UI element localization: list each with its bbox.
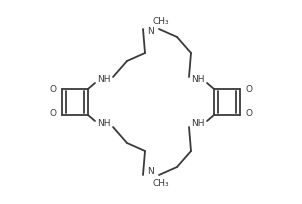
Text: O: O	[246, 110, 252, 119]
Text: O: O	[50, 85, 56, 94]
Text: NH: NH	[191, 120, 205, 129]
Text: CH₃: CH₃	[153, 17, 169, 26]
Text: NH: NH	[191, 75, 205, 84]
Text: N: N	[148, 28, 154, 37]
Text: CH₃: CH₃	[153, 178, 169, 187]
Text: NH: NH	[97, 120, 111, 129]
Text: O: O	[246, 85, 252, 94]
Text: NH: NH	[97, 75, 111, 84]
Text: O: O	[50, 110, 56, 119]
Text: N: N	[148, 167, 154, 176]
